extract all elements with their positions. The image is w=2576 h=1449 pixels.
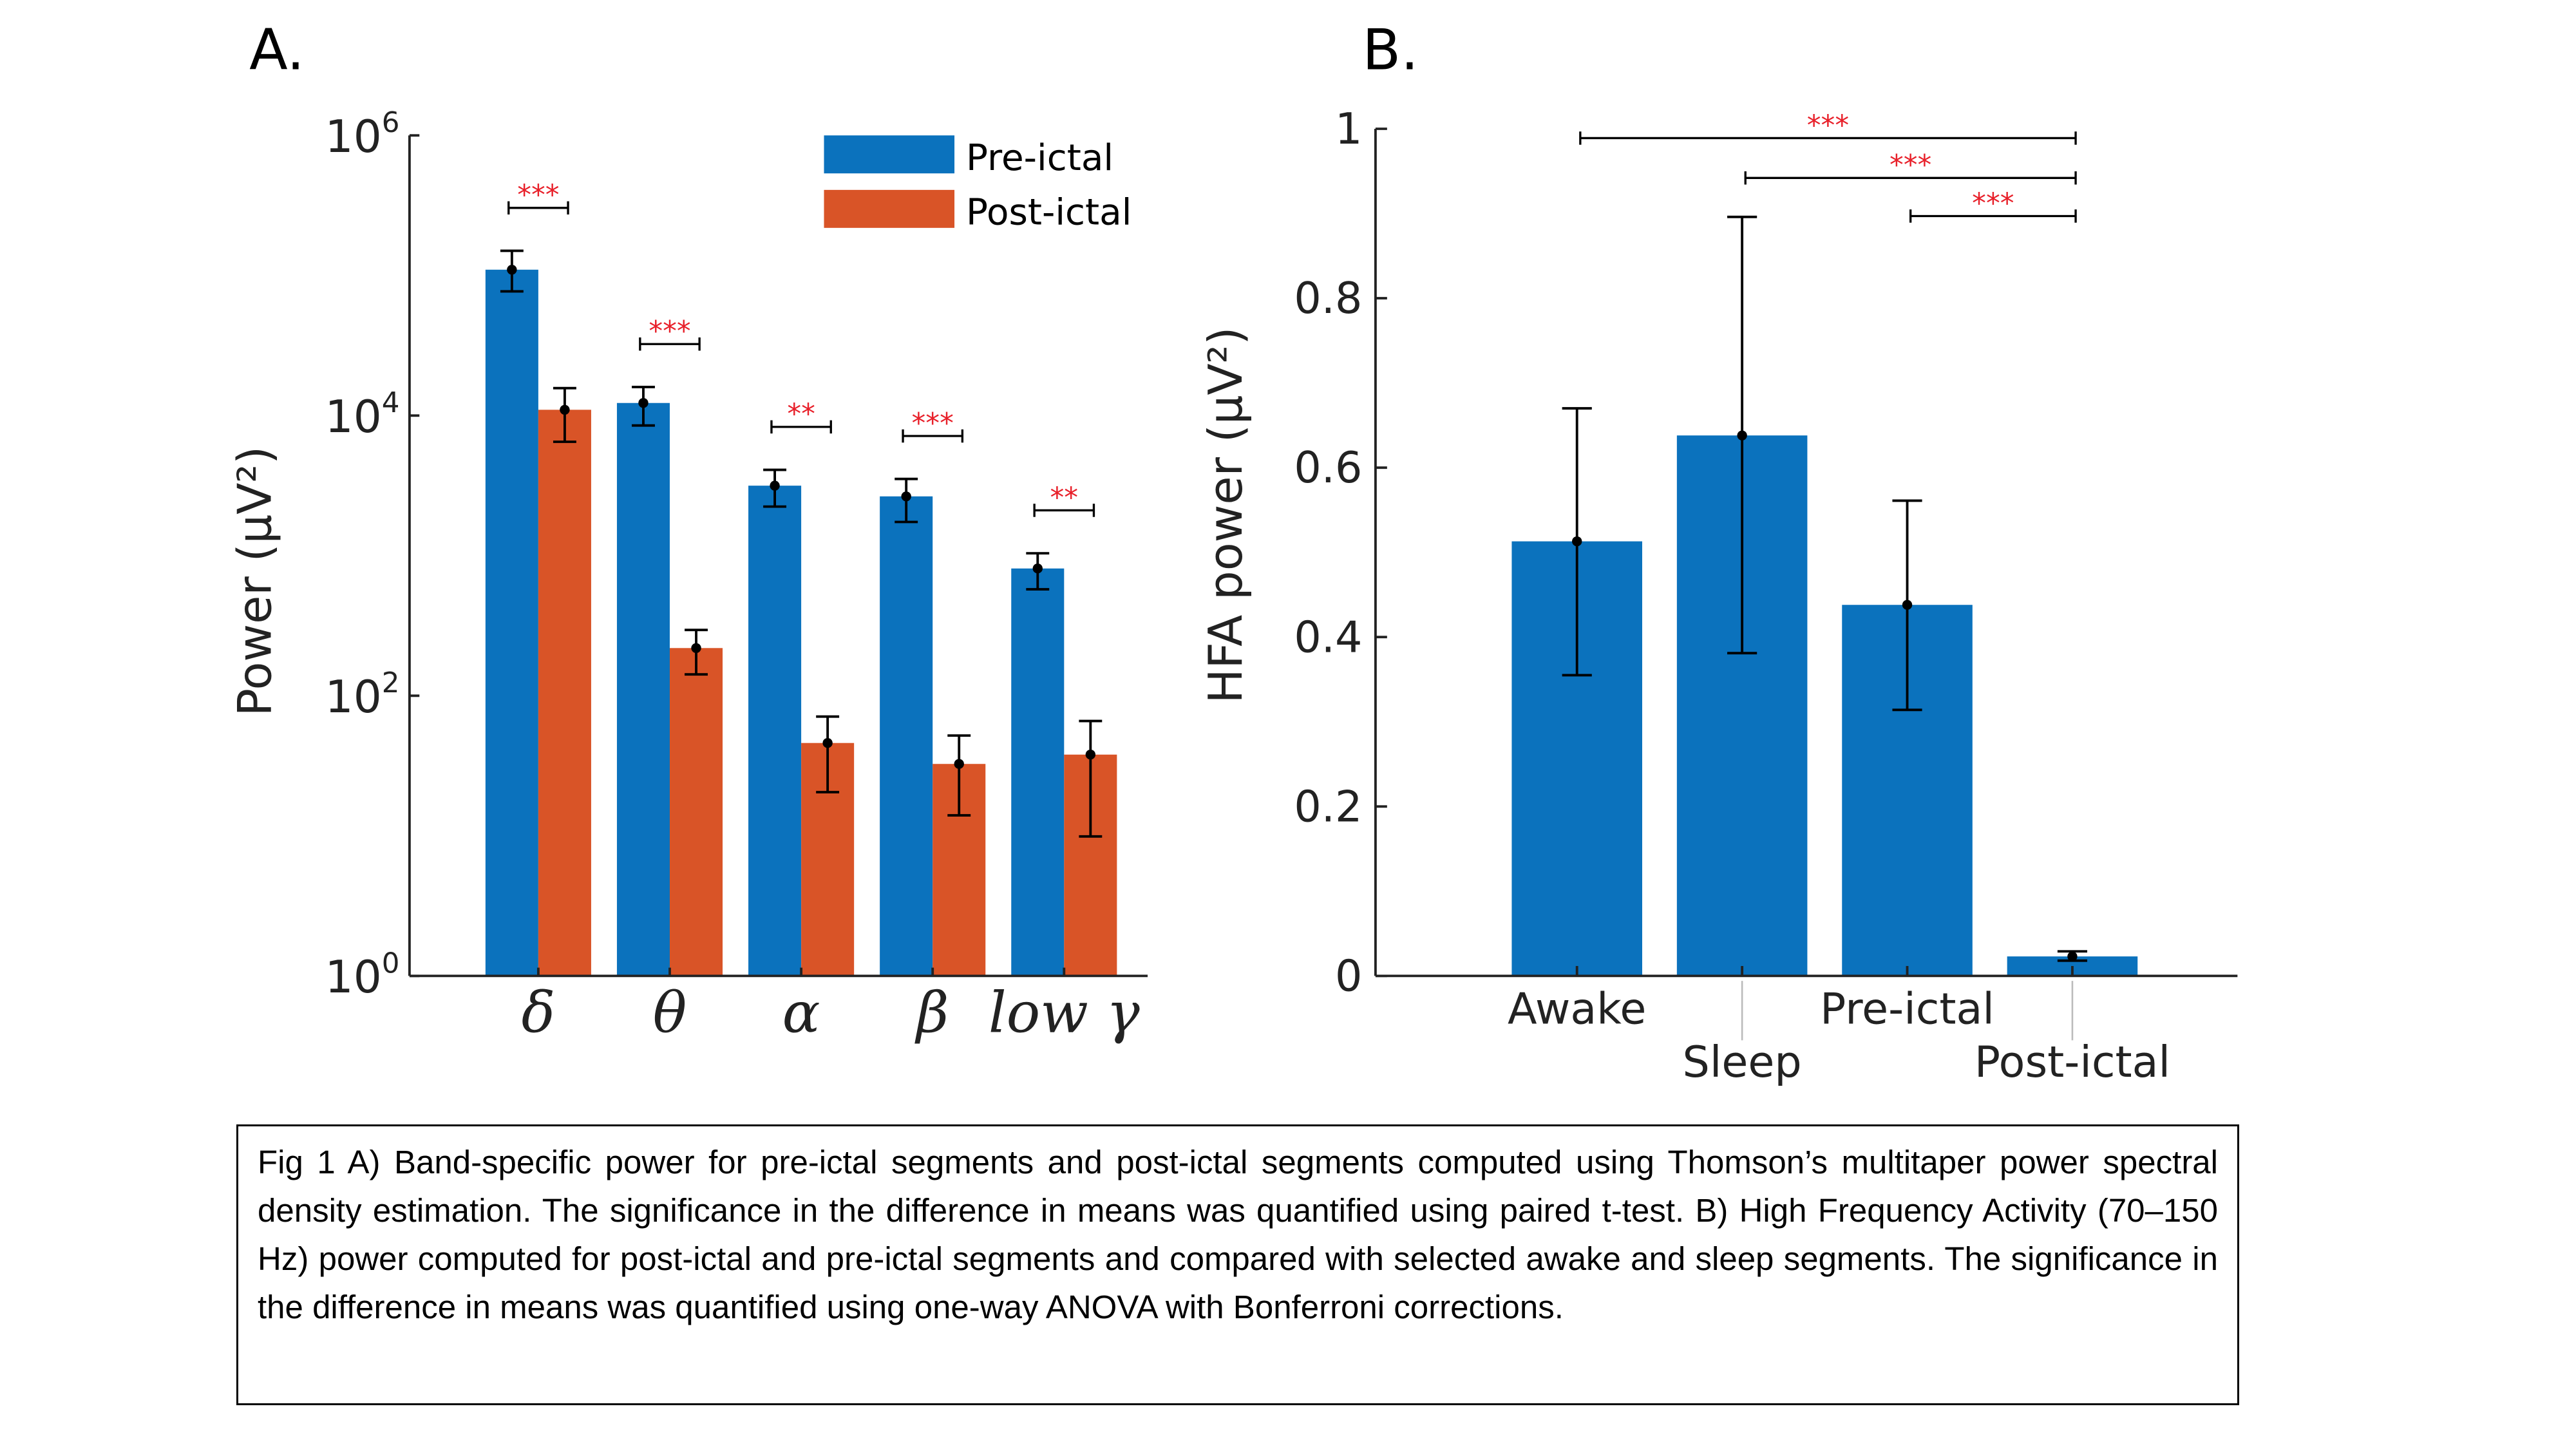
mean-marker [507,265,517,275]
mean-marker [954,759,964,769]
mean-marker [638,398,649,408]
mean-marker [1902,600,1913,610]
panel-a-label: A. [249,17,305,83]
bar-pre-ictal [616,402,670,976]
y-axis-label: Power (µV²) [228,446,282,716]
bar-post-ictal [538,410,591,976]
y-tick-label: 104 [325,387,400,443]
significance-label: ** [1050,482,1079,514]
bar-pre-ictal [880,496,933,976]
panel-b-label: B. [1362,17,1419,83]
mean-marker [770,480,780,491]
significance-label: ** [787,399,815,431]
x-tick-label: low γ [989,980,1141,1046]
x-tick-label: Sleep [1683,1037,1802,1087]
figure-caption: Fig 1 A) Band-specific power for pre-ict… [236,1124,2239,1405]
mean-marker [1572,536,1582,547]
significance-label: *** [1889,149,1931,182]
mean-marker [1085,750,1096,760]
chart-b: *** *** *** 0 0.2 0.4 0.6 0.8 1 Awake Sleep Pre-ict… [1198,104,2238,1087]
x-tick-label: Post-ictal [1975,1037,2170,1087]
bar-post-ictal [670,648,723,976]
y-tick-label: 0 [1335,951,1362,1001]
mean-marker [691,643,701,653]
y-tick-label: 0.4 [1294,612,1362,662]
mean-marker [822,738,833,748]
bar-pre-ictal [485,269,538,976]
x-tick-label: δ [522,980,555,1046]
mean-marker [560,404,570,415]
legend-swatch [824,189,955,228]
mean-marker [901,491,911,502]
y-tick-label: 0.2 [1294,781,1362,831]
mean-marker [1737,430,1747,440]
x-tick-label: Awake [1508,984,1647,1034]
significance-label: *** [1972,187,2014,220]
bar-pre-ictal [1011,568,1065,976]
significance-label: *** [1807,109,1849,142]
mean-marker [1032,564,1043,574]
x-tick-label: Pre-ictal [1820,984,1994,1034]
legend-swatch [824,135,955,174]
legend-label: Pre-ictal [966,137,1113,179]
x-tick-label: α [782,980,820,1046]
y-tick-label: 100 [325,947,400,1003]
significance-label: *** [649,316,690,348]
y-tick-label: 0.6 [1294,442,1362,493]
y-axis-label: HFA power (µV²) [1198,327,1253,704]
significance-label: *** [912,408,954,440]
mean-marker [2067,951,2078,961]
bar-pre-ictal [748,486,802,976]
legend-label: Post-ictal [966,192,1132,234]
significance-label: *** [517,180,559,212]
y-tick-label: 106 [325,107,400,163]
y-tick-label: 0.8 [1294,273,1362,323]
y-tick-label: 102 [325,667,400,723]
y-tick-label: 1 [1335,104,1362,154]
x-tick-label: β [914,980,949,1046]
x-tick-label: θ [653,980,687,1046]
